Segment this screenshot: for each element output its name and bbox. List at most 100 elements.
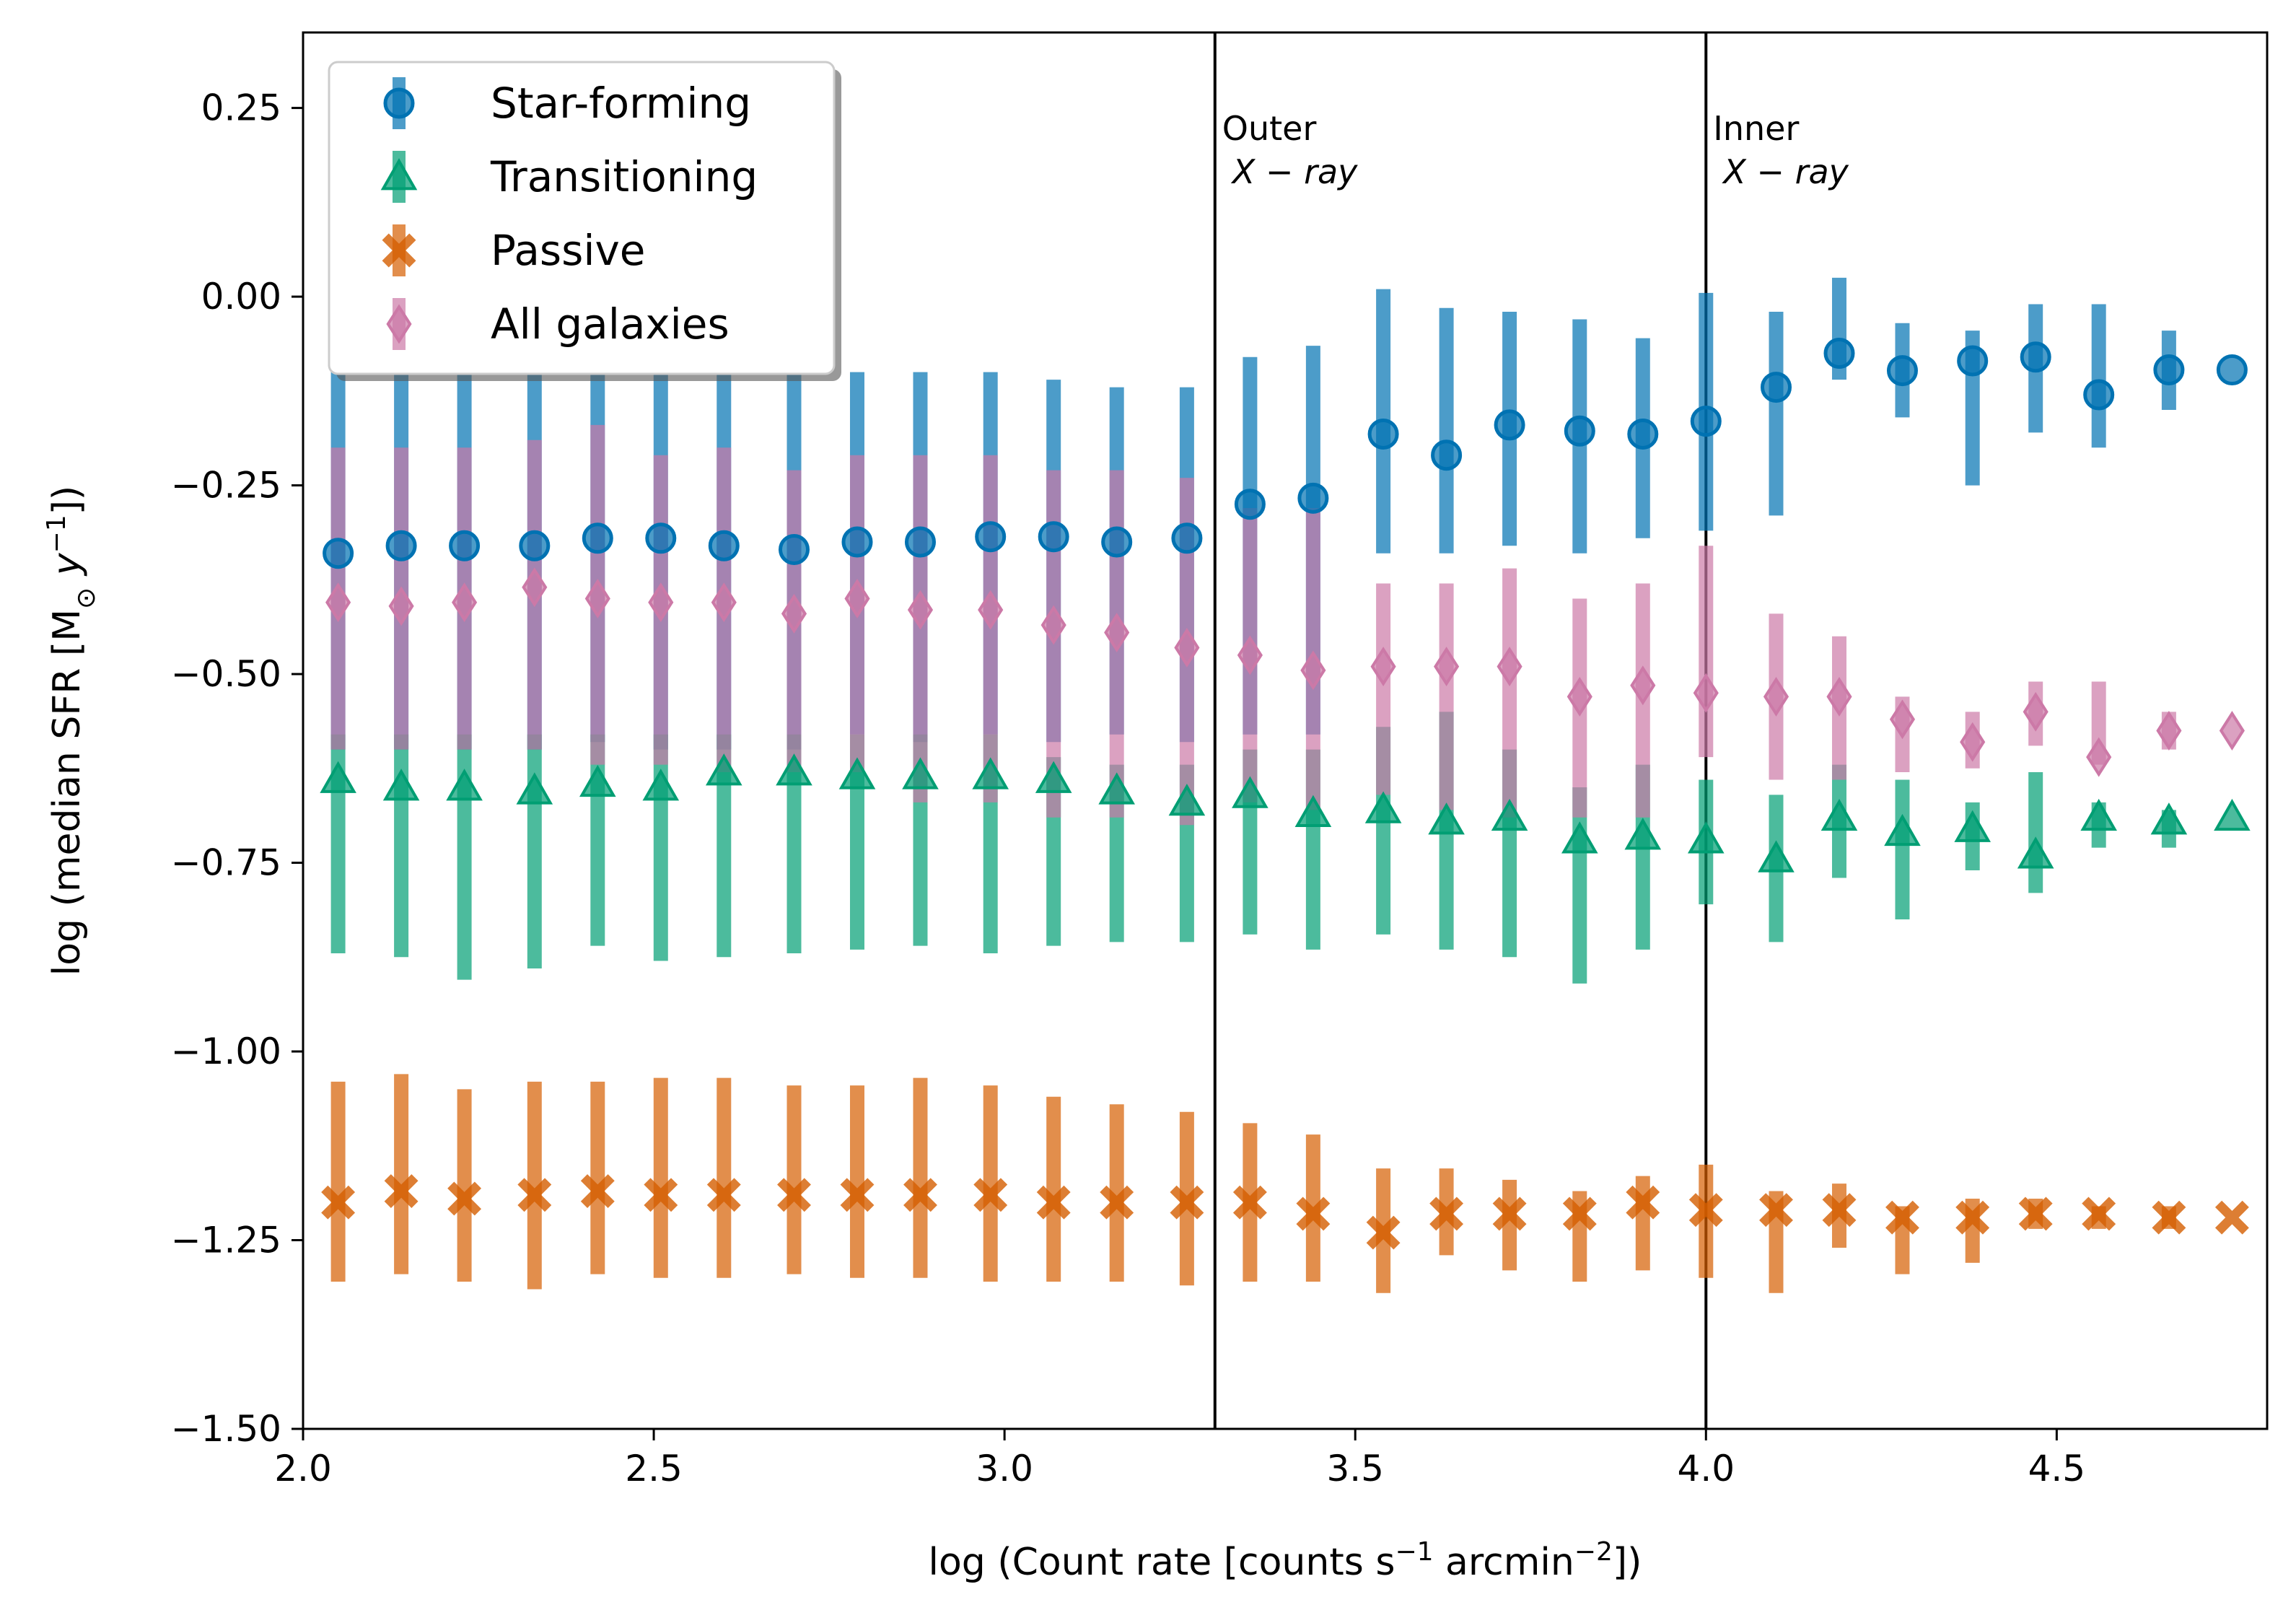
marker-circle <box>1886 355 1918 387</box>
marker-diamond <box>711 582 737 623</box>
marker-triangle <box>705 753 742 786</box>
x-tick-label: 2.0 <box>274 1448 332 1489</box>
marker-diamond <box>2086 737 2112 777</box>
x-axis-label-part: −2 <box>1574 1537 1613 1567</box>
marker-triangle <box>382 769 420 801</box>
points-all-galaxies <box>325 567 2245 777</box>
marker-x <box>1366 1215 1401 1250</box>
marker-triangle <box>2080 798 2117 831</box>
marker-circle <box>2020 341 2051 373</box>
marker-x <box>1955 1200 1990 1235</box>
marker-x <box>706 1178 741 1212</box>
x-axis-label-part: ]) <box>1613 1541 1642 1584</box>
marker-x <box>447 1181 482 1216</box>
marker-circle <box>383 87 415 119</box>
marker-triangle <box>1954 810 1991 842</box>
marker-x <box>644 1178 678 1212</box>
marker-triangle <box>1168 783 1206 816</box>
marker-x <box>1296 1197 1331 1231</box>
marker-x <box>1170 1185 1204 1220</box>
marker-triangle <box>1687 821 1725 854</box>
marker-x <box>1885 1200 1919 1235</box>
y-tick-label: −0.50 <box>171 653 281 695</box>
marker-circle <box>1690 406 1722 437</box>
y-tick-label: 0.00 <box>201 276 281 318</box>
legend-label: Transitioning <box>490 152 758 201</box>
marker-circle <box>645 522 677 554</box>
marker-x <box>1036 1185 1071 1220</box>
points-transitioning <box>320 753 2251 872</box>
marker-diamond <box>1763 676 1789 717</box>
y-axis-label-part: log (median SFR [M <box>45 609 89 976</box>
x-axis-label-part: −1 <box>1395 1537 1433 1567</box>
marker-triangle <box>579 764 616 797</box>
marker-x <box>580 1174 615 1208</box>
y-tick-label: −1.00 <box>171 1031 281 1072</box>
marker-x <box>973 1178 1008 1212</box>
marker-triangle <box>2150 802 2188 835</box>
marker-triangle <box>1624 818 1662 850</box>
marker-circle <box>841 526 873 558</box>
marker-triangle <box>1294 795 1332 827</box>
marker-triangle <box>2214 798 2251 831</box>
marker-x <box>1822 1193 1857 1228</box>
legend-label: Passive <box>491 226 645 275</box>
points-star-forming <box>323 338 2248 569</box>
legend-box <box>328 61 836 375</box>
marker-triangle <box>1884 813 1921 847</box>
marker-diamond <box>978 590 1004 630</box>
marker-circle <box>323 538 354 569</box>
marker-x <box>840 1178 875 1212</box>
marker-diamond <box>1826 676 1852 717</box>
marker-x <box>384 1174 419 1208</box>
marker-diamond <box>2023 691 2049 732</box>
marker-circle <box>1564 415 1595 447</box>
marker-triangle <box>380 158 418 191</box>
marker-x <box>2152 1200 2186 1235</box>
marker-triangle <box>320 761 356 793</box>
xray-label-line1: Inner <box>1713 109 1799 148</box>
legend-label: Star-forming <box>491 79 751 128</box>
marker-circle <box>1823 338 1855 369</box>
marker-circle <box>1171 522 1203 554</box>
marker-diamond <box>1693 673 1719 713</box>
marker-x <box>1759 1193 1793 1228</box>
marker-triangle <box>1758 840 1795 872</box>
marker-diamond <box>844 578 870 618</box>
x-tick-label: 4.0 <box>1678 1448 1735 1489</box>
marker-triangle <box>1428 802 1465 835</box>
xray-label-line2: X − ray <box>1231 152 1358 191</box>
marker-triangle <box>902 757 939 789</box>
marker-x <box>1232 1185 1267 1220</box>
marker-triangle <box>2017 836 2054 869</box>
y-tick-label: −1.50 <box>171 1408 281 1450</box>
marker-diamond <box>386 304 412 344</box>
marker-x <box>2214 1200 2249 1235</box>
marker-circle <box>1038 521 1069 553</box>
plot-frame <box>302 31 2269 1430</box>
marker-diamond <box>1237 635 1263 675</box>
marker-triangle <box>446 769 483 801</box>
marker-circle <box>1297 482 1329 514</box>
marker-triangle <box>838 757 876 789</box>
x-axis-label: log (Count rate [counts s−1 arcmin−2]) <box>929 1537 1642 1585</box>
marker-diamond <box>522 567 548 608</box>
marker-diamond <box>1630 665 1656 706</box>
marker-circle <box>519 530 551 561</box>
marker-circle <box>975 521 1007 553</box>
marker-diamond <box>584 578 610 618</box>
y-axis-label: log (median SFR [M⊙ y−1]) <box>42 486 101 976</box>
marker-x <box>1100 1185 1134 1220</box>
marker-x <box>1492 1197 1527 1231</box>
marker-diamond <box>1889 699 1916 740</box>
y-axis-label-part: −1 <box>42 515 71 553</box>
marker-triangle <box>1561 821 1598 854</box>
tick-layer: 2.0 2.5 3.0 3.5 4.0 4.5 0.25 0.00 −0.25 −0.50 −0.7… <box>171 87 2085 1489</box>
marker-circle <box>2153 354 2185 386</box>
x-tick-label: 2.5 <box>625 1448 683 1489</box>
marker-x <box>1562 1197 1597 1231</box>
marker-x <box>517 1178 552 1212</box>
marker-circle <box>449 530 481 561</box>
marker-diamond <box>2156 711 2182 751</box>
marker-diamond <box>1370 647 1396 687</box>
